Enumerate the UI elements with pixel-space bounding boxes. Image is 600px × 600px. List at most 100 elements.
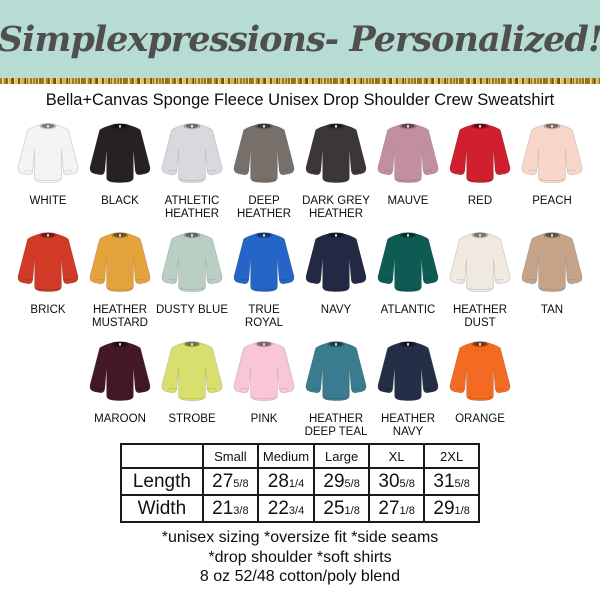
sweatshirt-icon bbox=[17, 232, 79, 292]
color-swatch-heather-mustard: HEATHER MUSTARD bbox=[84, 223, 156, 331]
sweatshirt-icon bbox=[521, 232, 583, 292]
color-swatch-navy: NAVY bbox=[300, 223, 372, 331]
color-swatch-pink: PINK bbox=[228, 332, 300, 440]
measure-label: Length bbox=[119, 467, 204, 496]
color-name: RED bbox=[467, 195, 493, 207]
sweatshirt-icon bbox=[449, 123, 511, 183]
size-chart-body: Length 275/8 281/4 295/8 305/8 315/8 Width 213/… bbox=[119, 467, 481, 523]
measure-value: 251/8 bbox=[313, 494, 371, 523]
color-swatch-true-royal: TRUE ROYAL bbox=[228, 223, 300, 331]
color-swatch-peach: PEACH bbox=[516, 114, 588, 222]
color-name: PINK bbox=[250, 413, 278, 425]
measure-value: 291/8 bbox=[423, 494, 481, 523]
color-swatch-white: WHITE bbox=[12, 114, 84, 222]
measure-value: 271/8 bbox=[368, 494, 426, 523]
sweatshirt-icon bbox=[449, 341, 511, 401]
color-grid: WHITE BLACK ATHLETIC HEATHER DEEP HEATHE… bbox=[0, 114, 600, 441]
size-column-medium: Medium bbox=[256, 443, 316, 469]
sweatshirt-icon bbox=[377, 123, 439, 183]
measure-value: 213/8 bbox=[201, 494, 259, 523]
measure-label: Width bbox=[119, 494, 204, 523]
size-column-large: Large bbox=[313, 443, 371, 469]
measure-value: 315/8 bbox=[423, 467, 481, 496]
note-line-3: 8 oz 52/48 cotton/poly blend bbox=[199, 568, 401, 586]
glitter-divider bbox=[0, 78, 600, 84]
measure-value: 281/4 bbox=[256, 467, 316, 496]
color-name: ATLANTIC bbox=[380, 304, 436, 316]
size-chart-row-length: Length 275/8 281/4 295/8 305/8 315/8 bbox=[119, 467, 481, 496]
color-name: HEATHER DUST bbox=[452, 304, 508, 329]
measure-value: 223/4 bbox=[256, 494, 316, 523]
sweatshirt-icon bbox=[161, 341, 223, 401]
sweatshirt-icon bbox=[17, 123, 79, 183]
sweatshirt-icon bbox=[89, 341, 151, 401]
size-column-2xl: 2XL bbox=[423, 443, 481, 469]
sweatshirt-icon bbox=[305, 341, 367, 401]
note-line-1: *unisex sizing *oversize fit *side seams bbox=[161, 529, 439, 546]
color-row-1: WHITE BLACK ATHLETIC HEATHER DEEP HEATHE… bbox=[0, 114, 600, 223]
size-chart-row-width: Width 213/8 223/4 251/8 271/8 291/8 bbox=[119, 494, 481, 523]
color-swatch-heather-navy: HEATHER NAVY bbox=[372, 332, 444, 440]
color-name: PEACH bbox=[532, 195, 572, 207]
color-swatch-atlantic: ATLANTIC bbox=[372, 223, 444, 331]
product-notes: *unisex sizing *oversize fit *side seams… bbox=[0, 528, 600, 587]
color-name: BLACK bbox=[101, 195, 139, 207]
color-swatch-black: BLACK bbox=[84, 114, 156, 222]
sweatshirt-icon bbox=[305, 123, 367, 183]
product-sheet: Simplexpressions- Personalized! Bella+Ca… bbox=[0, 0, 600, 587]
measure-value: 295/8 bbox=[313, 467, 371, 496]
measure-value: 275/8 bbox=[201, 467, 259, 496]
color-swatch-dusty-blue: DUSTY BLUE bbox=[156, 223, 228, 331]
color-name: MAUVE bbox=[387, 195, 429, 207]
color-name: DUSTY BLUE bbox=[156, 304, 229, 316]
sweatshirt-icon bbox=[449, 232, 511, 292]
color-swatch-maroon: MAROON bbox=[84, 332, 156, 440]
color-swatch-heather-deep-teal: HEATHER DEEP TEAL bbox=[300, 332, 372, 440]
color-name: ORANGE bbox=[455, 413, 505, 425]
product-title: Bella+Canvas Sponge Fleece Unisex Drop S… bbox=[45, 91, 555, 109]
color-name: ATHLETIC HEATHER bbox=[164, 195, 220, 220]
size-chart: Small Medium Large XL 2XL Length 275/8 281/4 29… bbox=[119, 443, 481, 523]
sweatshirt-icon bbox=[377, 341, 439, 401]
sweatshirt-icon bbox=[161, 232, 223, 292]
note-line-2: *drop shoulder *soft shirts bbox=[208, 548, 392, 566]
color-name: HEATHER NAVY bbox=[380, 413, 436, 438]
color-name: DARK GREY HEATHER bbox=[302, 195, 370, 220]
color-name: DEEP HEATHER bbox=[236, 195, 292, 220]
color-swatch-strobe: STROBE bbox=[156, 332, 228, 440]
size-column-xl: XL bbox=[368, 443, 426, 469]
color-name: TRUE ROYAL bbox=[244, 304, 284, 329]
sweatshirt-icon bbox=[305, 232, 367, 292]
sweatshirt-icon bbox=[521, 123, 583, 183]
brand-title: Simplexpressions- Personalized! bbox=[0, 18, 600, 60]
color-name: NAVY bbox=[320, 304, 352, 316]
measure-value: 305/8 bbox=[368, 467, 426, 496]
color-swatch-mauve: MAUVE bbox=[372, 114, 444, 222]
color-name: HEATHER DEEP TEAL bbox=[304, 413, 368, 438]
color-swatch-heather-dust: HEATHER DUST bbox=[444, 223, 516, 331]
size-chart-corner-cell bbox=[119, 443, 204, 469]
sweatshirt-icon bbox=[89, 123, 151, 183]
sweatshirt-icon bbox=[89, 232, 151, 292]
sweatshirt-icon bbox=[161, 123, 223, 183]
size-column-small: Small bbox=[201, 443, 259, 469]
color-swatch-athletic-heather: ATHLETIC HEATHER bbox=[156, 114, 228, 222]
color-row-2: BRICK HEATHER MUSTARD DUSTY BLUE TRUE RO… bbox=[0, 223, 600, 332]
color-name: MAROON bbox=[94, 413, 146, 425]
sweatshirt-icon bbox=[233, 123, 295, 183]
sweatshirt-icon bbox=[233, 232, 295, 292]
color-swatch-deep-heather: DEEP HEATHER bbox=[228, 114, 300, 222]
color-swatch-orange: ORANGE bbox=[444, 332, 516, 440]
color-name: STROBE bbox=[168, 413, 216, 425]
brand-banner: Simplexpressions- Personalized! bbox=[0, 0, 600, 78]
color-name: WHITE bbox=[29, 195, 67, 207]
sweatshirt-icon bbox=[233, 341, 295, 401]
color-swatch-red: RED bbox=[444, 114, 516, 222]
color-row-3: MAROON STROBE PINK HEATHER DEEP TEAL HEA… bbox=[0, 332, 600, 441]
color-swatch-brick: BRICK bbox=[12, 223, 84, 331]
size-chart-header: Small Medium Large XL 2XL bbox=[119, 443, 481, 469]
color-swatch-tan: TAN bbox=[516, 223, 588, 331]
color-name: BRICK bbox=[30, 304, 66, 316]
sweatshirt-icon bbox=[377, 232, 439, 292]
color-name: TAN bbox=[540, 304, 564, 316]
